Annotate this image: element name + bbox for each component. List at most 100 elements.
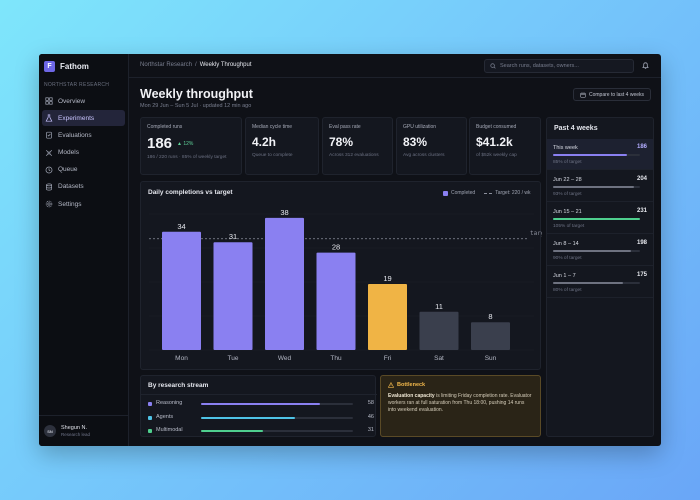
- week-progress-track: [553, 218, 640, 220]
- sidebar-item-experiments[interactable]: Experiments: [42, 110, 125, 127]
- week-progress-fill: [553, 186, 634, 188]
- bar-value-label: 38: [280, 208, 288, 217]
- clock-icon: [45, 166, 53, 174]
- legend-completed: Completed: [451, 190, 476, 196]
- topbar: Northstar Research / Weekly Throughput: [129, 54, 661, 78]
- week-label: Jun 22 – 28: [553, 177, 582, 183]
- bottleneck-text: Evaluation capacity is limiting Friday c…: [388, 393, 533, 414]
- sidebar-item-label: Queue: [58, 166, 78, 174]
- kpi-eval-pass-rate: Eval pass rate 78% Across 312 evaluation…: [322, 117, 393, 175]
- stream-name: Multimodal: [156, 427, 183, 433]
- brand-name: Fathom: [60, 62, 89, 71]
- sidebar: F Fathom NORTHSTAR RESEARCH Overview Exp…: [39, 54, 129, 446]
- x-tick-label: Fri: [384, 355, 392, 362]
- bar-value-label: 11: [435, 302, 443, 311]
- daily-chart-panel: Daily completions vs target Completed Ta…: [140, 181, 542, 370]
- breadcrumb-root[interactable]: Northstar Research: [140, 62, 193, 68]
- kpi-completed-runs: Completed runs 186 ▲ 12% 186 / 220 runs ·…: [140, 117, 242, 175]
- sidebar-item-label: Datasets: [58, 183, 84, 191]
- user-profile[interactable]: SN Shegun N. Research lead: [44, 425, 90, 437]
- bar-value-label: 34: [177, 222, 185, 231]
- kpi-value: 83%: [403, 135, 428, 149]
- stream-dot: [148, 429, 152, 433]
- week-row[interactable]: Jun 1 – 7 175 80% of target: [547, 267, 653, 298]
- breadcrumb: Northstar Research / Weekly Throughput: [140, 62, 252, 68]
- bar-sat: [419, 311, 459, 350]
- kpi-sub: Queue to complete: [252, 153, 293, 158]
- compare-button[interactable]: Compare to last 4 weeks: [573, 88, 651, 101]
- bar-value-label: 28: [332, 243, 340, 252]
- week-target: 85% of target: [553, 160, 582, 165]
- kpi-gpu-utilization: GPU utilization 83% Avg across clusters: [396, 117, 467, 175]
- sidebar-item-overview[interactable]: Overview: [42, 93, 125, 109]
- bell-icon[interactable]: [641, 61, 650, 70]
- week-label: Jun 15 – 21: [553, 209, 582, 215]
- kpi-value: 186 ▲ 12%: [147, 135, 235, 152]
- flask-icon: [45, 114, 53, 122]
- stream-row[interactable]: Reasoning 58: [148, 400, 374, 410]
- grid-icon: [45, 97, 53, 105]
- kpi-budget-consumed: Budget consumed $41.2k of $52k weekly ca…: [469, 117, 541, 175]
- past-weeks-panel: Past 4 weeks This week 186 85% of target Ju…: [546, 117, 654, 437]
- week-count: 175: [636, 272, 647, 278]
- stream-row[interactable]: Multimodal 31: [148, 427, 374, 437]
- week-progress-track: [553, 282, 640, 284]
- sidebar-item-label: Models: [58, 149, 79, 157]
- kpi-sub: 186 / 220 runs · 85% of weekly target: [147, 155, 227, 160]
- bar-value-label: 31: [229, 232, 237, 241]
- sidebar-divider: [39, 415, 129, 416]
- kpi-value: 4.2h: [252, 135, 277, 149]
- warning-icon: [388, 382, 394, 388]
- week-row[interactable]: This week 186 85% of target: [547, 139, 653, 170]
- week-label: Jun 1 – 7: [553, 273, 576, 279]
- streams-panel: By research stream Reasoning 58 Agents 46 Mu…: [140, 375, 377, 437]
- bottleneck-callout: Bottleneck Evaluation capacity is limiti…: [380, 375, 541, 437]
- kpi-label: Budget consumed: [476, 124, 517, 130]
- week-progress-fill: [553, 218, 640, 220]
- week-progress-track: [553, 250, 640, 252]
- calendar-icon: [580, 92, 586, 98]
- stream-count: 46: [367, 413, 374, 420]
- sidebar-item-settings[interactable]: Settings: [42, 196, 125, 212]
- week-row[interactable]: Jun 8 – 14 198 90% of target: [547, 235, 653, 266]
- sidebar-item-datasets[interactable]: Datasets: [42, 179, 125, 195]
- legend-target: Target: 220 / wk: [495, 190, 531, 196]
- bar-sun: [471, 322, 510, 350]
- bottleneck-body: is limiting Friday completion rate. Eval…: [388, 393, 532, 413]
- x-tick-label: Tue: [228, 355, 239, 362]
- sidebar-item-models[interactable]: Models: [42, 145, 125, 161]
- page-subtitle: Mon 29 Jun – Sun 5 Jul · updated 12 min …: [140, 103, 252, 109]
- bar-thu: [316, 252, 356, 350]
- search-box[interactable]: [484, 59, 634, 73]
- week-label: Jun 8 – 14: [553, 241, 579, 247]
- search-input[interactable]: [500, 63, 630, 69]
- week-target: 93% of target: [553, 192, 582, 197]
- streams-title: By research stream: [148, 382, 209, 389]
- org-label: NORTHSTAR RESEARCH: [44, 82, 110, 88]
- week-target: 80% of target: [553, 288, 582, 293]
- stream-row[interactable]: Agents 46: [148, 414, 374, 424]
- brand[interactable]: F Fathom: [44, 61, 89, 72]
- stream-progress-track: [201, 430, 353, 432]
- legend-swatch-completed: [443, 190, 448, 196]
- kpi-label: Median cycle time: [252, 124, 293, 130]
- bottleneck-title-row: Bottleneck: [388, 382, 533, 388]
- app-window: F Fathom NORTHSTAR RESEARCH Overview Exp…: [39, 54, 661, 446]
- week-progress-fill: [553, 282, 623, 284]
- kpi-sub: Avg across clusters: [403, 153, 445, 158]
- stream-count: 58: [367, 400, 374, 406]
- week-label: This week: [553, 145, 578, 151]
- user-role: Research lead: [61, 432, 91, 437]
- sidebar-item-label: Evaluations: [58, 131, 92, 139]
- kpi-median-cycle-time: Median cycle time 4.2h Queue to complete: [245, 117, 319, 175]
- bar-tue: [213, 242, 253, 350]
- week-row[interactable]: Jun 22 – 28 204 93% of target: [547, 171, 653, 202]
- sidebar-item-queue[interactable]: Queue: [42, 162, 125, 178]
- week-row[interactable]: Jun 15 – 21 231 105% of target: [547, 203, 653, 234]
- clipboard-icon: [46, 132, 52, 139]
- week-progress-track: [553, 186, 640, 188]
- sidebar-item-evaluations[interactable]: Evaluations: [42, 127, 125, 143]
- bottleneck-title: Bottleneck: [397, 382, 426, 388]
- network-icon: [45, 149, 53, 156]
- kpi-value: $41.2k: [476, 135, 513, 149]
